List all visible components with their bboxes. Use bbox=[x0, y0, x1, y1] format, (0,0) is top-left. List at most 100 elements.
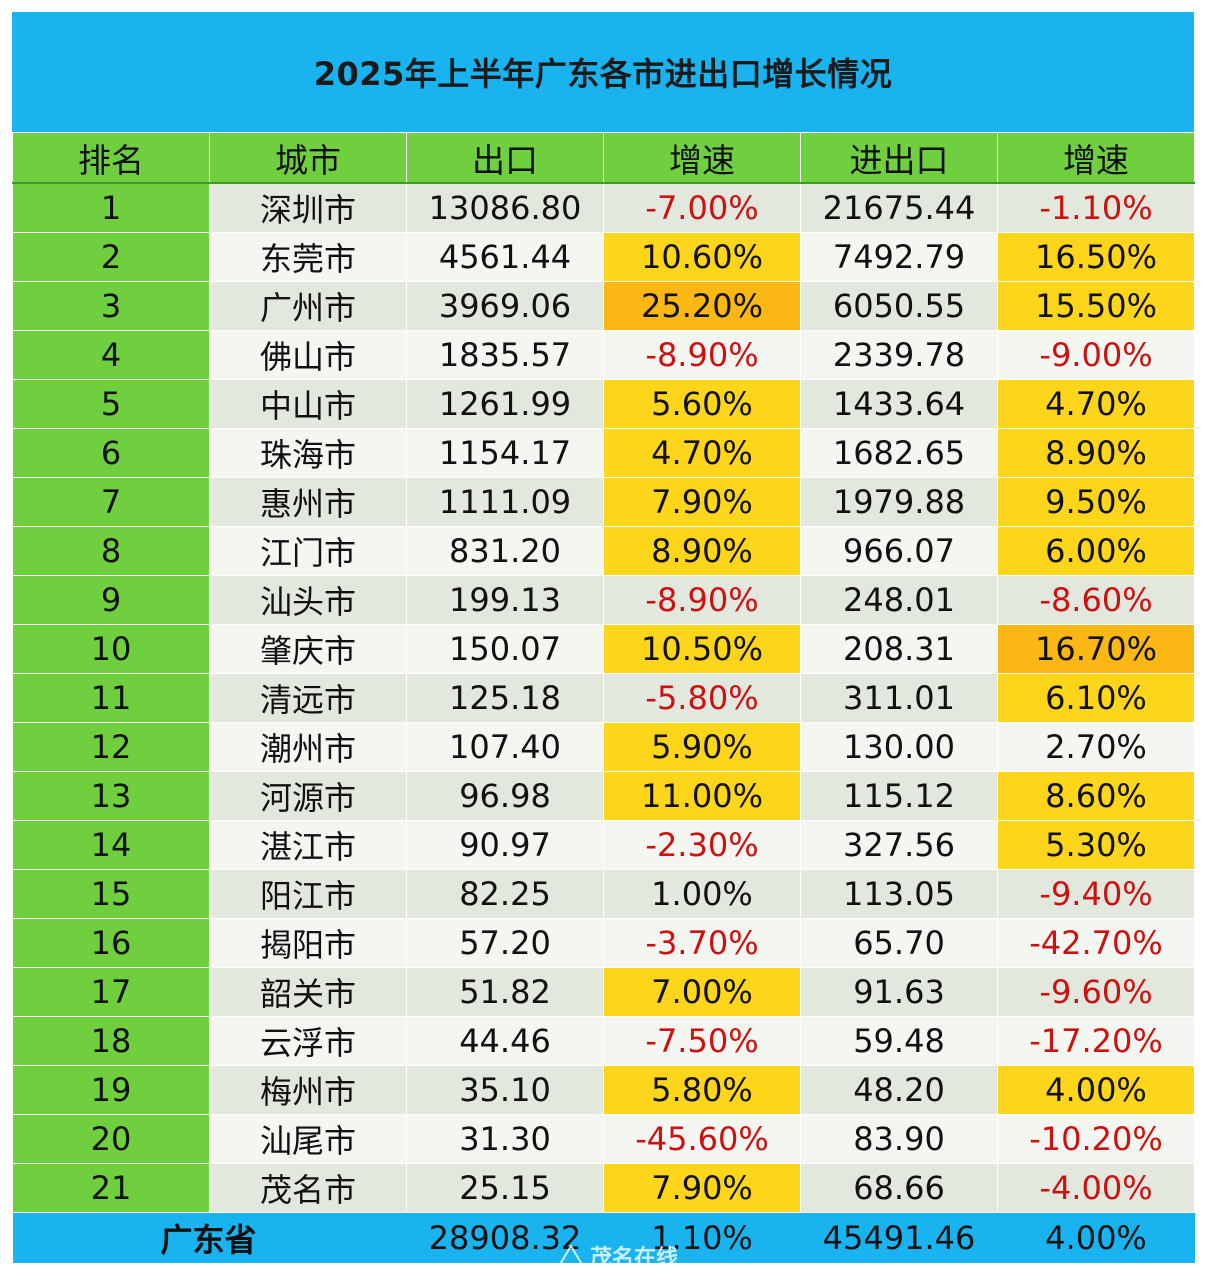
total-growth-cell: -9.40% bbox=[997, 869, 1195, 919]
export-growth-cell: -7.00% bbox=[603, 182, 801, 233]
rank-cell: 4 bbox=[12, 330, 210, 380]
export-cell: 199.13 bbox=[406, 575, 604, 625]
total-cell: 91.63 bbox=[800, 967, 998, 1017]
rank-cell: 12 bbox=[12, 722, 210, 772]
total-growth-cell: -9.60% bbox=[997, 967, 1195, 1017]
export-growth-cell: -2.30% bbox=[603, 820, 801, 870]
table-row: 15 阳江市 82.25 1.00% 113.05 -9.40% bbox=[12, 869, 1195, 919]
total-growth-cell: -17.20% bbox=[997, 1016, 1195, 1066]
export-growth-cell: 4.70% bbox=[603, 428, 801, 478]
total-cell: 48.20 bbox=[800, 1065, 998, 1115]
export-cell: 25.15 bbox=[406, 1163, 604, 1213]
total-cell: 327.56 bbox=[800, 820, 998, 870]
city-cell: 汕尾市 bbox=[209, 1114, 407, 1164]
rank-cell: 17 bbox=[12, 967, 210, 1017]
total-cell: 966.07 bbox=[800, 526, 998, 576]
total-growth-cell: 16.70% bbox=[997, 624, 1195, 674]
export-cell: 31.30 bbox=[406, 1114, 604, 1164]
total-label: 广东省 bbox=[12, 1212, 407, 1263]
export-cell: 125.18 bbox=[406, 673, 604, 723]
total-cell: 83.90 bbox=[800, 1114, 998, 1164]
export-growth-cell: 25.20% bbox=[603, 281, 801, 331]
export-cell: 51.82 bbox=[406, 967, 604, 1017]
rank-cell: 10 bbox=[12, 624, 210, 674]
export-growth-cell: 10.60% bbox=[603, 232, 801, 282]
total-growth-cell: 4.70% bbox=[997, 379, 1195, 429]
total-growth-cell: -10.20% bbox=[997, 1114, 1195, 1164]
table-body: 1 深圳市 13086.80 -7.00% 21675.44 -1.10% 2 东莞市 4561… bbox=[12, 182, 1195, 1213]
export-growth-cell: 7.00% bbox=[603, 967, 801, 1017]
export-growth-cell: -8.90% bbox=[603, 575, 801, 625]
export-growth-cell: 8.90% bbox=[603, 526, 801, 576]
table-row: 20 汕尾市 31.30 -45.60% 83.90 -10.20% bbox=[12, 1114, 1195, 1164]
rank-cell: 1 bbox=[12, 182, 210, 233]
header-total-growth: 增速 bbox=[997, 132, 1195, 184]
total-growth-cell: -8.60% bbox=[997, 575, 1195, 625]
total-cell: 59.48 bbox=[800, 1016, 998, 1066]
total-growth-cell: -1.10% bbox=[997, 182, 1195, 233]
total-cell: 1682.65 bbox=[800, 428, 998, 478]
total-cell: 1433.64 bbox=[800, 379, 998, 429]
total-growth-cell: -4.00% bbox=[997, 1163, 1195, 1213]
total-cell: 248.01 bbox=[800, 575, 998, 625]
export-growth-cell: -8.90% bbox=[603, 330, 801, 380]
city-cell: 江门市 bbox=[209, 526, 407, 576]
city-cell: 潮州市 bbox=[209, 722, 407, 772]
export-growth-cell: 5.60% bbox=[603, 379, 801, 429]
export-growth-cell: -5.80% bbox=[603, 673, 801, 723]
city-cell: 佛山市 bbox=[209, 330, 407, 380]
export-cell: 150.07 bbox=[406, 624, 604, 674]
total-cell: 130.00 bbox=[800, 722, 998, 772]
export-cell: 57.20 bbox=[406, 918, 604, 968]
export-cell: 1835.57 bbox=[406, 330, 604, 380]
table-row: 3 广州市 3969.06 25.20% 6050.55 15.50% bbox=[12, 281, 1195, 331]
export-cell: 1111.09 bbox=[406, 477, 604, 527]
table-row: 2 东莞市 4561.44 10.60% 7492.79 16.50% bbox=[12, 232, 1195, 282]
rank-cell: 6 bbox=[12, 428, 210, 478]
total-growth-cell: 15.50% bbox=[997, 281, 1195, 331]
table-frame: 2025年上半年广东各市进出口增长情况 排名 城市 出口 增速 进出口 增速 1… bbox=[12, 12, 1195, 1286]
rank-cell: 13 bbox=[12, 771, 210, 821]
header-city: 城市 bbox=[209, 132, 407, 184]
export-cell: 831.20 bbox=[406, 526, 604, 576]
header-export: 出口 bbox=[406, 132, 604, 184]
table-row: 1 深圳市 13086.80 -7.00% 21675.44 -1.10% bbox=[12, 182, 1195, 233]
total-cell: 68.66 bbox=[800, 1163, 998, 1213]
rank-cell: 9 bbox=[12, 575, 210, 625]
header-total: 进出口 bbox=[800, 132, 998, 184]
total-growth-cell: 2.70% bbox=[997, 722, 1195, 772]
city-cell: 肇庆市 bbox=[209, 624, 407, 674]
city-cell: 茂名市 bbox=[209, 1163, 407, 1213]
city-cell: 清远市 bbox=[209, 673, 407, 723]
total-growth-cell: -42.70% bbox=[997, 918, 1195, 968]
export-cell: 96.98 bbox=[406, 771, 604, 821]
export-growth-cell: 5.80% bbox=[603, 1065, 801, 1115]
total-export-growth: 1.10% bbox=[603, 1212, 801, 1263]
city-cell: 中山市 bbox=[209, 379, 407, 429]
table-row: 21 茂名市 25.15 7.90% 68.66 -4.00% bbox=[12, 1163, 1195, 1213]
city-cell: 韶关市 bbox=[209, 967, 407, 1017]
total-cell: 115.12 bbox=[800, 771, 998, 821]
export-cell: 1154.17 bbox=[406, 428, 604, 478]
export-cell: 44.46 bbox=[406, 1016, 604, 1066]
total-growth-cell: 8.90% bbox=[997, 428, 1195, 478]
city-cell: 湛江市 bbox=[209, 820, 407, 870]
rank-cell: 14 bbox=[12, 820, 210, 870]
rank-cell: 20 bbox=[12, 1114, 210, 1164]
rank-cell: 15 bbox=[12, 869, 210, 919]
city-cell: 云浮市 bbox=[209, 1016, 407, 1066]
export-growth-cell: -7.50% bbox=[603, 1016, 801, 1066]
export-cell: 3969.06 bbox=[406, 281, 604, 331]
table-row: 10 肇庆市 150.07 10.50% 208.31 16.70% bbox=[12, 624, 1195, 674]
export-growth-cell: 1.00% bbox=[603, 869, 801, 919]
rank-cell: 19 bbox=[12, 1065, 210, 1115]
rank-cell: 16 bbox=[12, 918, 210, 968]
city-cell: 惠州市 bbox=[209, 477, 407, 527]
total-cell: 2339.78 bbox=[800, 330, 998, 380]
city-cell: 梅州市 bbox=[209, 1065, 407, 1115]
total-growth-cell: 4.00% bbox=[997, 1065, 1195, 1115]
export-cell: 13086.80 bbox=[406, 182, 604, 233]
export-cell: 35.10 bbox=[406, 1065, 604, 1115]
table-row: 16 揭阳市 57.20 -3.70% 65.70 -42.70% bbox=[12, 918, 1195, 968]
export-growth-cell: 11.00% bbox=[603, 771, 801, 821]
